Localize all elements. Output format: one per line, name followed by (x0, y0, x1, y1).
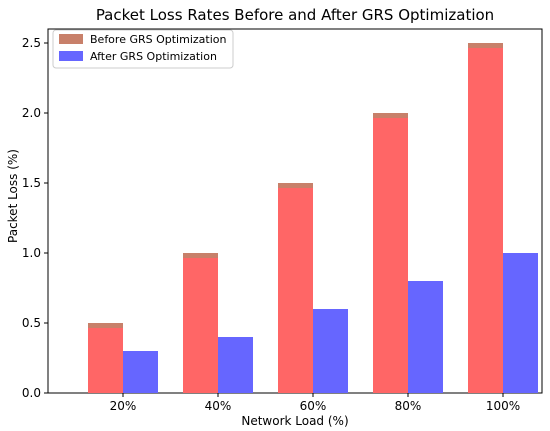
bars (88, 43, 538, 393)
chart-title: Packet Loss Rates Before and After GRS O… (96, 6, 494, 24)
bar-before-cap-60pct (278, 183, 313, 188)
y-tick-label: 0.0 (22, 386, 41, 400)
x-axis-title: Network Load (%) (241, 414, 348, 428)
bar-after-40pct (218, 337, 253, 393)
plot-area: 20% 40% 60% 80% 100% 0.0 0.5 1.0 1.5 2.0 2.5 (22, 28, 543, 413)
x-tick-label: 80% (395, 399, 422, 413)
bar-after-20pct (123, 351, 158, 393)
x-tick-label: 20% (110, 399, 137, 413)
bar-before-80pct (373, 113, 408, 393)
bar-after-60pct (313, 309, 348, 393)
y-tick-label: 2.5 (22, 36, 41, 50)
x-tick-label: 60% (300, 399, 327, 413)
bar-before-20pct (88, 323, 123, 393)
y-tick-label: 1.5 (22, 176, 41, 190)
bar-after-80pct (408, 281, 443, 393)
x-tick-label: 40% (205, 399, 232, 413)
y-axis: 0.0 0.5 1.0 1.5 2.0 2.5 (22, 36, 48, 400)
legend-label-after: After GRS Optimization (90, 50, 217, 63)
bar-before-60pct (278, 183, 313, 393)
legend-box (52, 29, 234, 69)
legend: Before GRS Optimization After GRS Optimi… (52, 29, 234, 69)
bar-after-100pct (503, 253, 538, 393)
legend-label-before: Before GRS Optimization (90, 33, 227, 46)
bar-before-cap-100pct (468, 43, 503, 48)
y-axis-title: Packet Loss (%) (6, 149, 20, 243)
bar-before-cap-40pct (183, 253, 218, 258)
y-tick-label: 2.0 (22, 106, 41, 120)
x-tick-label: 100% (486, 399, 520, 413)
bar-before-40pct (183, 253, 218, 393)
bar-before-cap-20pct (88, 323, 123, 328)
legend-swatch-after (59, 51, 83, 61)
y-tick-label: 1.0 (22, 246, 41, 260)
x-axis: 20% 40% 60% 80% 100% (110, 393, 520, 413)
y-tick-label: 0.5 (22, 316, 41, 330)
bar-before-cap-80pct (373, 113, 408, 118)
bar-before-100pct (468, 43, 503, 393)
legend-swatch-before (59, 34, 83, 44)
